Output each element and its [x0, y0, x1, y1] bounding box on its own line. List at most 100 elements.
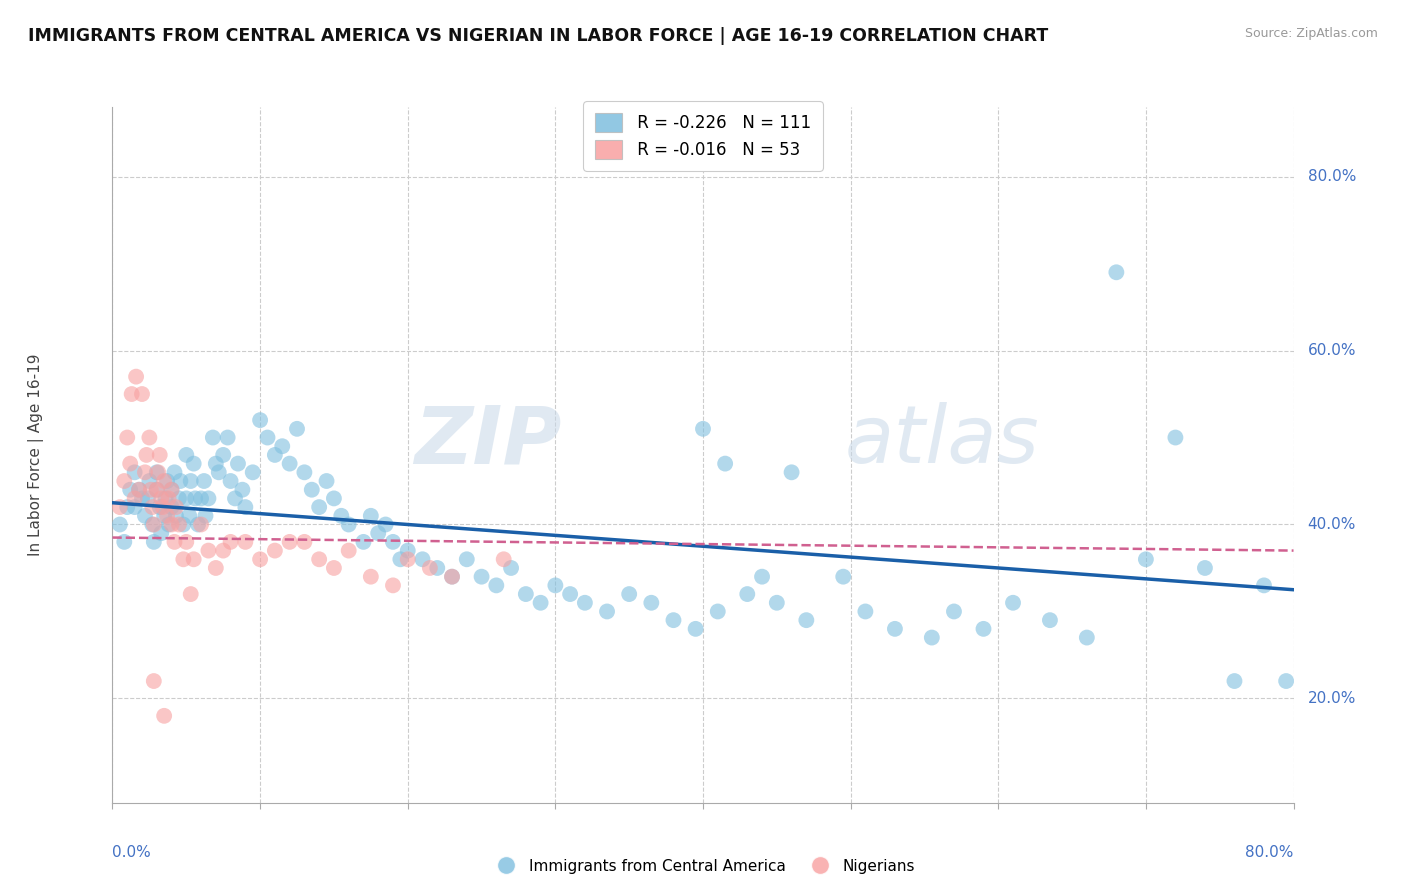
- Point: [1275, 674, 1298, 689]
- Point: [217, 430, 239, 444]
- Point: [330, 508, 353, 523]
- Point: [1135, 552, 1157, 566]
- Point: [142, 517, 165, 532]
- Point: [208, 466, 231, 480]
- Point: [194, 508, 217, 523]
- Point: [128, 483, 150, 497]
- Point: [197, 491, 219, 506]
- Point: [224, 491, 246, 506]
- Point: [160, 500, 183, 514]
- Point: [149, 448, 172, 462]
- Point: [1001, 596, 1024, 610]
- Point: [396, 543, 419, 558]
- Point: [187, 517, 209, 532]
- Point: [155, 491, 177, 506]
- Point: [153, 474, 176, 488]
- Point: [285, 422, 308, 436]
- Point: [278, 457, 301, 471]
- Point: [751, 570, 773, 584]
- Legend:  R = -0.226   N = 111,  R = -0.016   N = 53: R = -0.226 N = 111, R = -0.016 N = 53: [583, 102, 823, 170]
- Point: [249, 552, 271, 566]
- Point: [125, 369, 148, 384]
- Point: [360, 570, 382, 584]
- Point: [136, 491, 159, 506]
- Point: [323, 561, 346, 575]
- Point: [292, 534, 315, 549]
- Point: [117, 500, 138, 514]
- Point: [157, 491, 180, 506]
- Point: [172, 517, 194, 532]
- Point: [160, 517, 183, 532]
- Point: [301, 483, 323, 497]
- Point: [233, 534, 256, 549]
- Point: [706, 605, 728, 619]
- Point: [121, 387, 143, 401]
- Point: [662, 613, 685, 627]
- Point: [150, 526, 173, 541]
- Point: [174, 534, 197, 549]
- Point: [124, 466, 146, 480]
- Point: [685, 622, 707, 636]
- Point: [190, 517, 212, 532]
- Point: [1039, 613, 1062, 627]
- Point: [921, 631, 943, 645]
- Point: [167, 491, 190, 506]
- Point: [308, 500, 330, 514]
- Point: [315, 474, 337, 488]
- Point: [382, 578, 405, 592]
- Text: 40.0%: 40.0%: [1308, 517, 1355, 532]
- Point: [337, 543, 360, 558]
- Point: [156, 474, 179, 488]
- Point: [124, 491, 146, 506]
- Point: [180, 474, 202, 488]
- Point: [128, 483, 150, 497]
- Text: Source: ZipAtlas.com: Source: ZipAtlas.com: [1244, 27, 1378, 40]
- Point: [1253, 578, 1275, 592]
- Legend: Immigrants from Central America, Nigerians: Immigrants from Central America, Nigeria…: [485, 853, 921, 880]
- Text: ZIP: ZIP: [413, 402, 561, 480]
- Point: [574, 596, 596, 610]
- Point: [160, 483, 183, 497]
- Point: [374, 517, 396, 532]
- Point: [832, 570, 855, 584]
- Point: [456, 552, 478, 566]
- Point: [231, 483, 253, 497]
- Point: [205, 561, 228, 575]
- Point: [205, 457, 228, 471]
- Point: [146, 483, 169, 497]
- Point: [692, 422, 714, 436]
- Point: [167, 517, 190, 532]
- Point: [855, 605, 877, 619]
- Point: [174, 448, 197, 462]
- Point: [180, 587, 202, 601]
- Point: [352, 534, 374, 549]
- Point: [172, 552, 194, 566]
- Point: [160, 483, 183, 497]
- Point: [141, 500, 163, 514]
- Point: [492, 552, 515, 566]
- Point: [271, 439, 294, 453]
- Point: [780, 466, 803, 480]
- Point: [183, 457, 205, 471]
- Text: IMMIGRANTS FROM CENTRAL AMERICA VS NIGERIAN IN LABOR FORCE | AGE 16-19 CORRELATI: IMMIGRANTS FROM CENTRAL AMERICA VS NIGER…: [28, 27, 1049, 45]
- Point: [120, 457, 142, 471]
- Point: [120, 483, 142, 497]
- Point: [278, 534, 301, 549]
- Point: [292, 466, 315, 480]
- Point: [1076, 631, 1098, 645]
- Point: [884, 622, 907, 636]
- Point: [264, 543, 287, 558]
- Point: [382, 534, 405, 549]
- Point: [973, 622, 995, 636]
- Point: [139, 483, 162, 497]
- Point: [146, 466, 169, 480]
- Point: [640, 596, 662, 610]
- Point: [219, 474, 242, 488]
- Point: [148, 466, 170, 480]
- Point: [233, 500, 256, 514]
- Point: [1223, 674, 1246, 689]
- Point: [256, 430, 278, 444]
- Point: [153, 508, 176, 523]
- Point: [163, 466, 186, 480]
- Point: [737, 587, 759, 601]
